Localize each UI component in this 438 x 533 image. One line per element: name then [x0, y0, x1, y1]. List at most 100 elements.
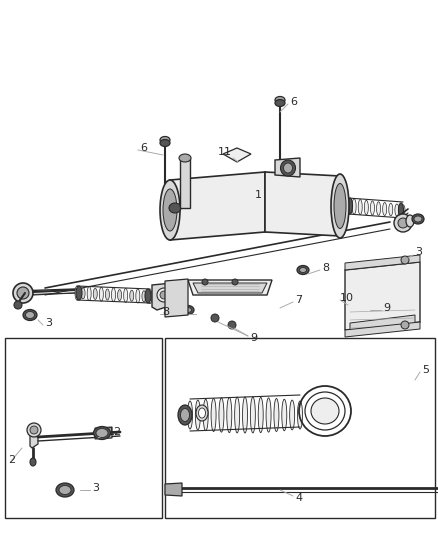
Ellipse shape — [412, 214, 424, 224]
Ellipse shape — [117, 289, 122, 301]
Text: 2: 2 — [8, 455, 15, 465]
Ellipse shape — [211, 399, 216, 432]
Ellipse shape — [130, 290, 134, 301]
Polygon shape — [180, 158, 190, 208]
Bar — [5, 338, 162, 518]
Polygon shape — [165, 483, 182, 496]
Ellipse shape — [136, 289, 140, 303]
Circle shape — [232, 279, 238, 285]
Polygon shape — [170, 172, 265, 240]
Text: 3: 3 — [92, 483, 99, 493]
Ellipse shape — [334, 183, 346, 229]
Ellipse shape — [195, 400, 200, 430]
Circle shape — [211, 314, 219, 322]
Polygon shape — [165, 279, 188, 317]
Circle shape — [30, 426, 38, 434]
Ellipse shape — [182, 305, 194, 314]
Polygon shape — [223, 148, 251, 162]
Ellipse shape — [251, 397, 255, 433]
Ellipse shape — [112, 288, 116, 302]
Text: 7: 7 — [295, 295, 302, 305]
Polygon shape — [265, 172, 340, 236]
Ellipse shape — [93, 426, 110, 440]
Ellipse shape — [346, 198, 350, 214]
Ellipse shape — [399, 203, 403, 217]
Ellipse shape — [266, 398, 271, 432]
Circle shape — [169, 289, 185, 305]
Ellipse shape — [169, 203, 181, 213]
Circle shape — [17, 287, 29, 299]
Ellipse shape — [282, 399, 287, 431]
Ellipse shape — [76, 286, 82, 300]
Ellipse shape — [383, 203, 387, 215]
Ellipse shape — [124, 288, 127, 302]
Ellipse shape — [184, 308, 191, 312]
Circle shape — [27, 423, 41, 437]
Text: 6: 6 — [140, 143, 147, 153]
Ellipse shape — [106, 289, 110, 300]
Text: 9: 9 — [383, 303, 390, 313]
Circle shape — [364, 304, 372, 312]
Text: 4: 4 — [295, 493, 302, 503]
Ellipse shape — [297, 265, 309, 274]
Ellipse shape — [30, 458, 36, 466]
Polygon shape — [350, 315, 415, 335]
Ellipse shape — [414, 216, 422, 222]
Polygon shape — [30, 428, 38, 448]
Ellipse shape — [290, 400, 295, 430]
Ellipse shape — [179, 154, 191, 162]
Ellipse shape — [347, 198, 353, 214]
Text: 8: 8 — [162, 307, 169, 317]
Text: 11: 11 — [218, 147, 232, 157]
Polygon shape — [345, 255, 420, 270]
Ellipse shape — [352, 199, 356, 214]
Circle shape — [14, 301, 22, 309]
Ellipse shape — [56, 483, 74, 497]
Circle shape — [398, 218, 408, 228]
Ellipse shape — [331, 174, 349, 238]
Ellipse shape — [81, 288, 85, 299]
Ellipse shape — [96, 429, 108, 438]
Text: 1: 1 — [255, 190, 262, 200]
Text: 6: 6 — [290, 97, 297, 107]
Ellipse shape — [227, 398, 232, 433]
Ellipse shape — [364, 200, 368, 215]
Circle shape — [401, 256, 409, 264]
Ellipse shape — [274, 399, 279, 432]
Ellipse shape — [377, 202, 381, 215]
Polygon shape — [345, 262, 420, 330]
Circle shape — [157, 288, 171, 302]
Ellipse shape — [258, 398, 263, 433]
Ellipse shape — [23, 310, 37, 320]
Ellipse shape — [87, 287, 91, 301]
Polygon shape — [345, 322, 420, 337]
Ellipse shape — [160, 136, 170, 143]
Ellipse shape — [401, 205, 405, 216]
Ellipse shape — [219, 398, 224, 432]
Ellipse shape — [145, 289, 151, 303]
Ellipse shape — [311, 398, 339, 424]
Ellipse shape — [395, 204, 399, 216]
Circle shape — [13, 283, 33, 303]
Ellipse shape — [198, 408, 205, 418]
Ellipse shape — [389, 203, 393, 216]
Circle shape — [160, 291, 168, 299]
Ellipse shape — [371, 201, 374, 215]
Text: 5: 5 — [422, 365, 429, 375]
Text: 12: 12 — [108, 427, 122, 437]
Ellipse shape — [300, 268, 307, 272]
Ellipse shape — [196, 405, 208, 421]
Ellipse shape — [235, 397, 240, 433]
Polygon shape — [275, 158, 300, 177]
Ellipse shape — [406, 215, 414, 227]
Ellipse shape — [93, 288, 97, 300]
Ellipse shape — [243, 397, 247, 433]
Ellipse shape — [59, 486, 71, 495]
Circle shape — [228, 321, 236, 329]
Circle shape — [394, 214, 412, 232]
Ellipse shape — [99, 287, 103, 301]
Ellipse shape — [148, 289, 152, 304]
Circle shape — [401, 321, 409, 329]
Ellipse shape — [203, 399, 208, 431]
Ellipse shape — [180, 408, 190, 422]
